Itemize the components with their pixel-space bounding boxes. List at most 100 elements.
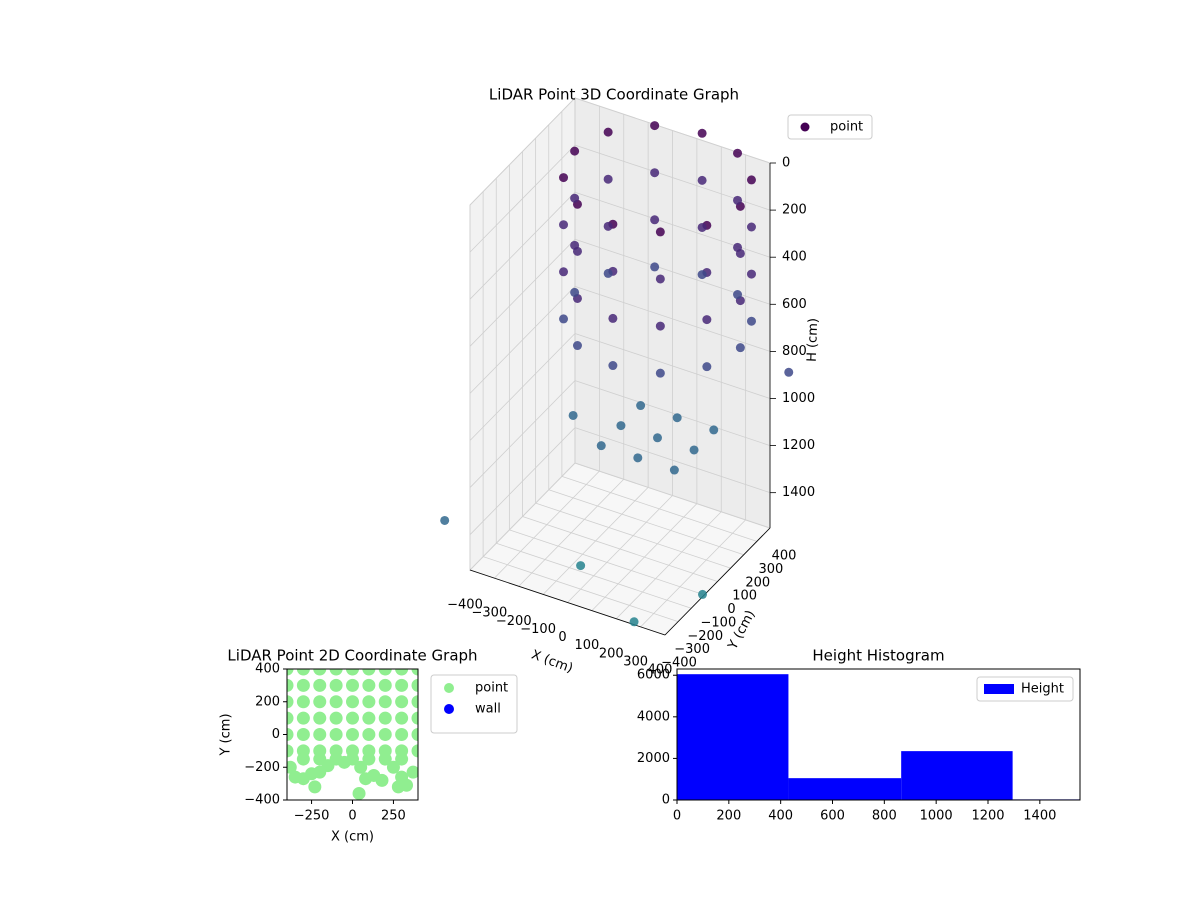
x-tick-label: 0 [673,809,681,824]
chart-title: Height Histogram [812,647,944,665]
y-tick-label: 0 [272,727,280,742]
x-tick-label: 400 [768,809,793,824]
point [568,410,578,420]
point [362,752,376,766]
point [395,752,409,766]
y-tick-label: 6000 [637,668,670,683]
point [570,240,580,250]
point [669,465,679,475]
x-tick-label: 250 [381,809,406,824]
y-axis-label: Y (cm) [219,713,234,756]
x-tick-label: 1000 [920,809,953,824]
x-axis-label: X (cm) [331,830,374,845]
z-axis-label: H (cm) [805,318,822,362]
z-tick-label: 800 [782,344,807,359]
point [329,669,343,676]
legend-marker [444,683,454,693]
z-tick-label: 1200 [782,438,815,453]
point [411,669,418,676]
point [296,728,310,741]
point [655,321,665,331]
point [329,678,343,692]
point [650,168,660,178]
point [603,268,613,278]
grid-line [482,556,679,623]
point [616,421,626,431]
y-tick-label: −400 [661,656,697,671]
x-tick-label: −400 [447,598,483,613]
point [296,695,310,709]
legend-label: point [830,120,863,135]
point [650,121,660,131]
point [697,222,707,232]
point [559,314,569,324]
x-tick-label: 100 [574,638,599,653]
point [391,780,405,794]
grid-line [469,191,576,300]
chart-title: LiDAR Point 3D Coordinate Graph [489,86,739,104]
point [362,695,376,709]
grid-line [496,542,692,609]
grid-line [561,475,758,542]
point [346,695,359,709]
point [702,362,712,372]
point [362,728,376,741]
point [352,786,366,800]
point [559,267,569,277]
point [603,127,613,137]
z-tick-label: 600 [782,297,807,312]
x-tick-label: 600 [820,809,845,824]
point [395,669,409,676]
x-tick-label: −100 [520,622,556,637]
point [709,425,719,435]
point [733,195,743,205]
grid-line [469,97,576,206]
point [296,752,310,766]
point [411,678,418,692]
point [697,128,707,138]
point [608,361,618,371]
point [287,678,294,692]
x-axis-label: X (cm) [529,648,575,677]
point [608,313,618,323]
x-tick-label: 1400 [1023,809,1056,824]
point [746,175,756,185]
x-tick-label: 200 [716,809,741,824]
bar [788,778,902,800]
point [672,413,682,423]
point [313,669,327,676]
point [746,222,756,232]
point [570,287,580,297]
grid-line [469,380,576,488]
grid-line [509,529,705,596]
point [559,220,569,230]
point [570,146,580,156]
chart-title: LiDAR Point 2D Coordinate Graph [227,647,477,665]
point [287,760,297,774]
y-tick-label: 100 [732,589,757,604]
grid-line [574,462,771,529]
point [362,669,376,676]
bar [901,751,1013,800]
x-tick-label: 0 [348,809,356,824]
y-tick-label: 400 [772,549,797,564]
point [346,678,359,692]
point [655,274,665,284]
point [378,678,392,692]
point [362,678,376,692]
point [287,744,294,758]
point [395,728,409,741]
point [296,711,310,725]
y-tick-label: 0 [662,793,670,808]
point [287,695,294,709]
point [321,759,335,773]
point [395,695,409,709]
point [655,368,665,378]
grid-line [522,516,718,582]
point [308,780,322,794]
y-tick-label: 0 [727,602,735,617]
grid-line [574,380,771,446]
grid-line [469,333,576,441]
point [362,711,376,725]
